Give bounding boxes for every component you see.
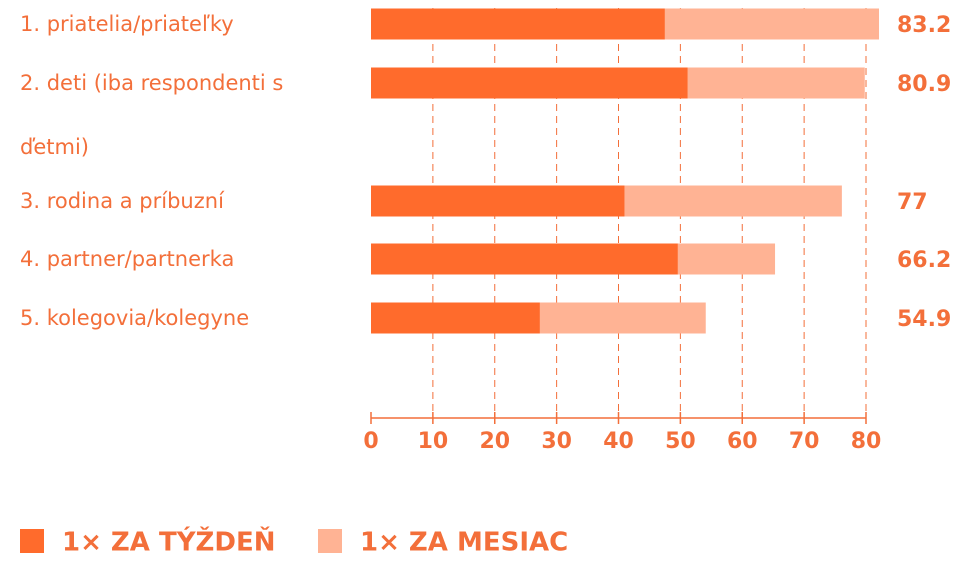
total-label: 83.2 <box>897 13 951 38</box>
bar-segment <box>539 302 706 334</box>
legend-swatch <box>318 529 342 553</box>
x-tick-label: 70 <box>789 429 820 454</box>
category-label: 5. kolegovia/kolegyne <box>20 306 250 330</box>
x-tick-label: 80 <box>851 429 882 454</box>
x-tick-label: 40 <box>603 429 634 454</box>
bar-segment <box>664 8 879 40</box>
x-tick-label: 0 <box>363 429 378 454</box>
legend-swatch <box>20 529 44 553</box>
bar-segment <box>677 243 776 275</box>
total-label: 54.9 <box>897 307 951 332</box>
bar-segment <box>371 302 540 334</box>
bar-segment <box>371 67 688 99</box>
x-tick-label: 20 <box>479 429 510 454</box>
bar-segment <box>371 185 625 217</box>
total-label: 80.9 <box>897 72 951 97</box>
bar-segment <box>624 185 842 217</box>
x-tick-label: 60 <box>727 429 758 454</box>
legend-label: 1× ZA TÝŽDEŇ <box>62 526 275 558</box>
x-tick-label: 50 <box>665 429 696 454</box>
x-tick-label: 10 <box>418 429 449 454</box>
total-label: 66.2 <box>897 248 951 273</box>
legend-label: 1× ZA MESIAC <box>360 528 568 558</box>
category-label: 3. rodina a príbuzní <box>20 189 224 213</box>
bar-segment <box>687 67 865 99</box>
category-label: 4. partner/partnerka <box>20 247 235 271</box>
total-label: 77 <box>897 190 928 215</box>
bar-segment <box>371 243 678 275</box>
bar-segment <box>371 8 665 40</box>
x-tick-label: 30 <box>541 429 572 454</box>
category-label: 2. deti (iba respondenti s ďetmi) <box>20 71 284 159</box>
category-label: 1. priatelia/priateľky <box>20 12 234 36</box>
